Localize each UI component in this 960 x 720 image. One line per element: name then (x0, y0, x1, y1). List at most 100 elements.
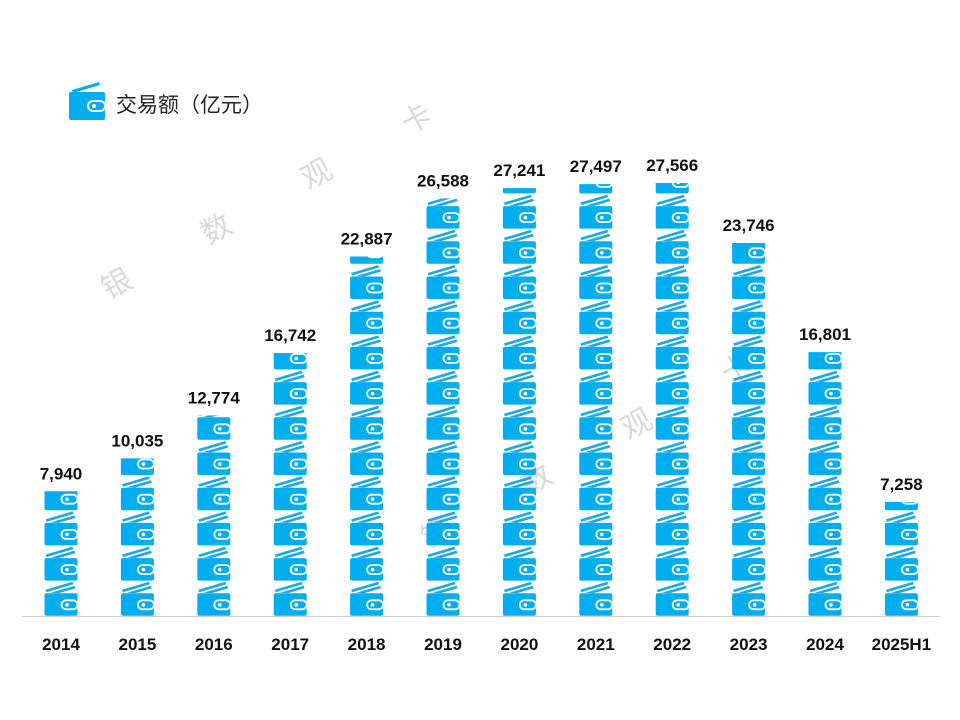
wallet-icon (197, 546, 232, 581)
wallet-icon (120, 511, 155, 546)
x-tick-label: 2019 (424, 635, 462, 654)
wallet-icon (732, 581, 766, 616)
wallet-icon (502, 229, 537, 264)
wallet-icon (655, 476, 690, 511)
wallet-icon (426, 476, 461, 511)
wallet-icon (426, 300, 461, 335)
wallet-icon (732, 476, 766, 511)
wallet-icon (197, 441, 232, 475)
wallet-icon (350, 335, 385, 370)
watermark-char: 银 (95, 262, 138, 307)
bar-2017: 16,742 2017 (264, 326, 316, 654)
bar-2024: 16,801 2024 (799, 325, 851, 654)
wallet-icon (502, 370, 537, 405)
wallet-icon (579, 300, 614, 335)
wallet-icon (732, 265, 766, 299)
data-label: 26,588 (417, 171, 469, 190)
wallet-icon (579, 265, 614, 299)
wallet-icon (884, 511, 919, 546)
data-label: 22,887 (341, 229, 393, 248)
wallet-icon (350, 265, 385, 299)
wallet-icon (350, 300, 385, 335)
x-tick-label: 2021 (577, 635, 615, 654)
wallet-icon (197, 415, 232, 440)
wallet-icon (273, 370, 308, 405)
wallet-icon (884, 581, 919, 616)
wallet-icon (426, 581, 461, 616)
data-label: 16,742 (264, 326, 316, 345)
wallet-icon (579, 581, 614, 616)
wallet-icon (350, 546, 385, 581)
wallet-icon (502, 188, 536, 194)
data-label: 27,566 (646, 156, 698, 175)
x-tick-label: 2014 (42, 635, 80, 654)
wallet-icon (426, 546, 461, 581)
bar-2021: 27,497 2021 (570, 124, 622, 654)
bar-2018: 22,887 2018 (341, 229, 393, 654)
bar-2023: 23,746 2023 (723, 216, 775, 654)
wallet-icon (732, 243, 766, 264)
wallet-icon (502, 265, 537, 299)
wallet-icon (655, 265, 690, 299)
bar-2020: 27,241 2020 (493, 124, 545, 654)
wallet-icon (503, 124, 536, 158)
wallet-icon (426, 335, 461, 370)
wallet-icon (579, 184, 613, 194)
wallet-icon (579, 335, 614, 370)
data-label: 12,774 (188, 388, 241, 407)
wallet-icon (502, 546, 537, 581)
wallet-icon (197, 581, 232, 616)
wallet-icon (579, 124, 612, 158)
wallet-icon (350, 405, 385, 440)
data-label: 10,035 (111, 431, 163, 450)
wallet-icon (655, 183, 690, 194)
wallet-icon (502, 194, 537, 229)
wallet-icon (350, 511, 385, 546)
wallet-icon (426, 265, 461, 299)
wallet-icon (273, 511, 308, 546)
wallet-icon (885, 441, 918, 475)
wallet-icon (350, 581, 385, 616)
x-tick-label: 2022 (653, 635, 691, 654)
x-tick-label: 2023 (730, 635, 768, 654)
wallet-icon (655, 335, 690, 370)
wallet-icon (44, 511, 79, 546)
wallet-icon (426, 198, 461, 229)
bar-2019: 26,588 2019 (417, 171, 469, 654)
wallet-icon (502, 511, 537, 546)
data-label: 23,746 (723, 216, 775, 235)
watermark-char: 观 (615, 402, 658, 447)
wallet-icon (426, 229, 461, 264)
x-tick-label: 2024 (806, 635, 844, 654)
wallet-icon (655, 405, 690, 440)
bar-2025H1: 7,258 2025H1 (872, 441, 932, 654)
wallet-icon (808, 511, 843, 546)
wallet-icon (579, 476, 614, 511)
wallet-icon (808, 370, 843, 405)
wallet-icon (273, 405, 308, 440)
data-label: 27,241 (493, 161, 545, 180)
wallet-icon (655, 229, 690, 264)
wallet-icon (120, 546, 155, 581)
wallet-icon (655, 194, 690, 229)
wallet-icon (426, 441, 461, 475)
wallet-icon (579, 370, 614, 405)
wallet-icon (808, 546, 843, 581)
wallet-icon (502, 441, 537, 475)
wallet-icon (350, 256, 384, 264)
wallet-icon (502, 335, 537, 370)
wallet-icon (197, 511, 232, 546)
x-tick-label: 2018 (348, 635, 386, 654)
legend-wallet-icon (69, 82, 106, 120)
wallet-icon (732, 441, 766, 475)
wallet-icon (655, 511, 690, 546)
wallet-icon (502, 405, 537, 440)
wallet-icon (273, 353, 308, 370)
wallet-icon (808, 476, 843, 511)
wallet-icon (884, 501, 919, 511)
wallet-icon (732, 546, 766, 581)
watermark-char: 卡 (395, 97, 438, 142)
wallet-icon (579, 441, 614, 475)
wallet-icon (502, 581, 537, 616)
bar-2014: 7,940 2014 (40, 464, 83, 654)
